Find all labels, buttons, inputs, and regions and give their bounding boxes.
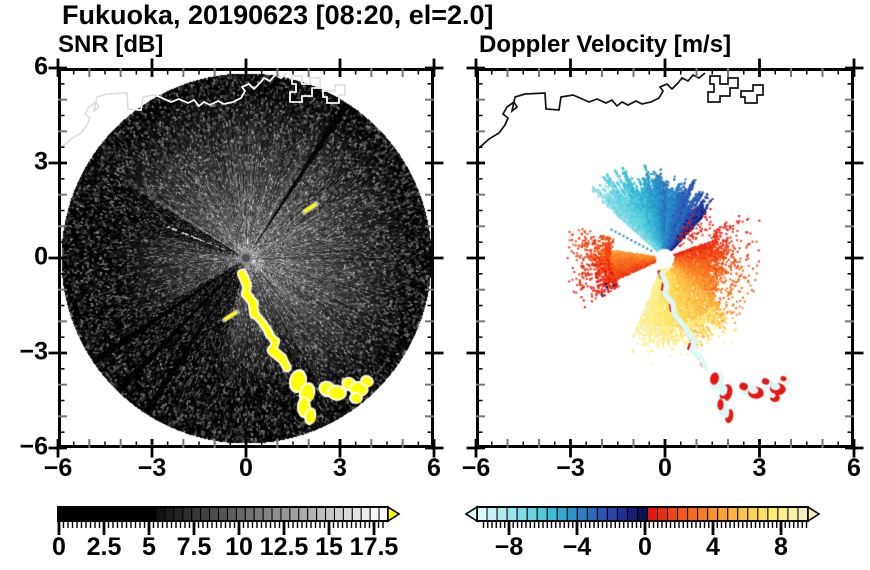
doppler-ppi-canvas	[479, 71, 851, 445]
doppler-ppi-panel	[476, 68, 854, 448]
snr-colorbar-label: 15	[315, 533, 343, 561]
snr-colorbar-label: 10	[225, 533, 253, 561]
snr-colorbar-label: 7.5	[176, 533, 212, 561]
snr-colorbar-label: 2.5	[86, 533, 122, 561]
x-tick-label-snr: 3	[333, 454, 347, 482]
x-tick-label-snr: −3	[137, 454, 167, 482]
y-tick-label-snr: −3	[19, 337, 48, 366]
x-tick-label-doppler: −3	[556, 454, 585, 482]
doppler-colorbar-label: 8	[774, 533, 788, 561]
x-tick-label-snr: 0	[239, 454, 253, 482]
snr-ppi-panel	[58, 68, 434, 448]
y-tick-label-snr: 3	[34, 147, 48, 176]
y-tick-label-snr: −6	[19, 432, 48, 461]
x-tick-label-doppler: 0	[658, 454, 672, 482]
y-tick-label-snr: 6	[34, 52, 48, 81]
doppler-colorbar-label: −4	[562, 533, 592, 561]
doppler-colorbar-label: 4	[706, 533, 720, 561]
coastline-overlay-snr	[61, 72, 346, 149]
figure-title: Fukuoka, 20190623 [08:20, el=2.0]	[62, 0, 494, 30]
snr-panel-title: SNR [dB]	[58, 31, 164, 58]
x-tick-label-doppler: 6	[847, 454, 861, 482]
x-tick-label-snr: −6	[43, 454, 73, 482]
x-tick-label-doppler: −6	[461, 454, 491, 482]
snr-colorbar-label: 0	[52, 533, 66, 561]
snr-colorbar-label: 5	[142, 533, 156, 561]
snr-ppi-canvas	[61, 71, 431, 445]
coastline-overlay-doppler	[479, 72, 764, 149]
doppler-colorbar-label: −8	[494, 533, 524, 561]
snr-colorbar-label: 17.5	[349, 533, 399, 561]
x-tick-label-snr: 6	[427, 454, 441, 482]
snr-colorbar-label: 12.5	[259, 533, 309, 561]
y-tick-label-snr: 0	[34, 242, 48, 271]
doppler-panel-title: Doppler Velocity [m/s]	[479, 31, 732, 58]
doppler-colorbar-label: 0	[638, 533, 652, 561]
x-tick-label-doppler: 3	[752, 454, 767, 482]
